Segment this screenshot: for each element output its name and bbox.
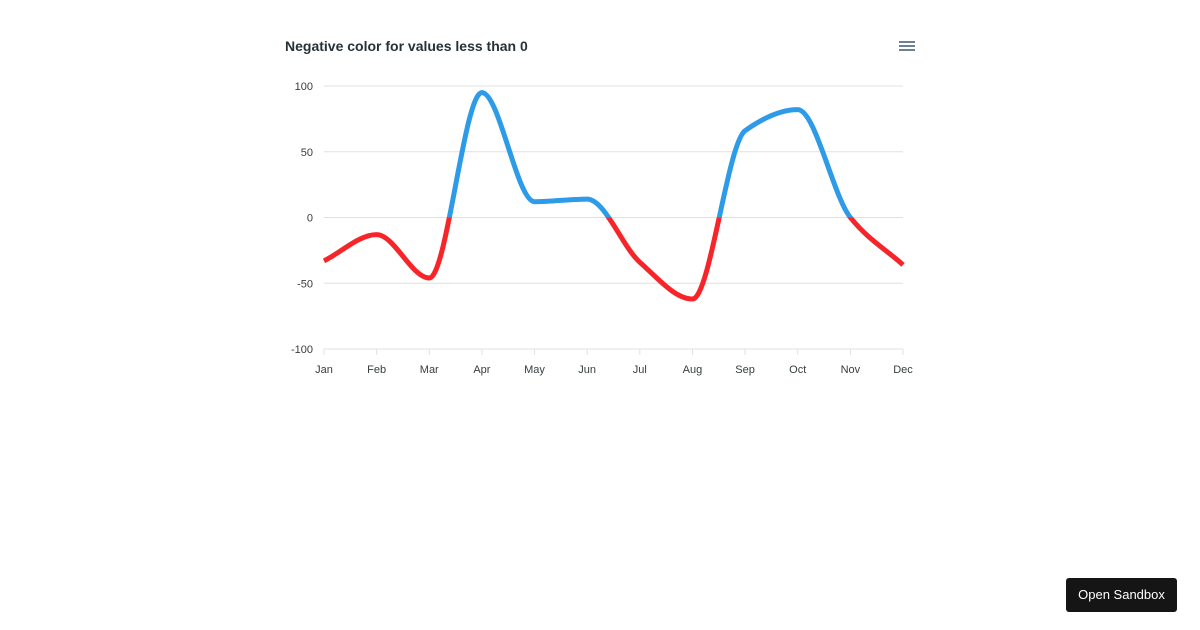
- y-tick-label: -50: [297, 278, 313, 290]
- x-tick-label: Aug: [683, 364, 703, 376]
- y-tick-label: 50: [301, 147, 313, 159]
- series-line-positive: [446, 90, 854, 218]
- hamburger-menu-icon[interactable]: [898, 39, 916, 55]
- x-tick-label: Jan: [315, 364, 333, 376]
- y-tick-label: 0: [307, 213, 313, 225]
- x-tick-label: Jun: [578, 364, 596, 376]
- series-line-negative: [322, 217, 905, 302]
- x-tick-label: Nov: [841, 364, 861, 376]
- chart-title: Negative color for values less than 0: [285, 38, 528, 54]
- x-tick-label: May: [524, 364, 545, 376]
- x-tick-label: Sep: [735, 364, 755, 376]
- x-tick-label: Apr: [473, 364, 490, 376]
- x-tick-label: Jul: [633, 364, 647, 376]
- x-tick-label: Dec: [893, 364, 913, 376]
- open-sandbox-button[interactable]: Open Sandbox: [1066, 578, 1177, 612]
- y-tick-label: -100: [291, 344, 313, 356]
- x-tick-label: Oct: [789, 364, 806, 376]
- x-tick-label: Mar: [420, 364, 439, 376]
- x-tick-label: Feb: [367, 364, 386, 376]
- y-tick-label: 100: [295, 81, 313, 93]
